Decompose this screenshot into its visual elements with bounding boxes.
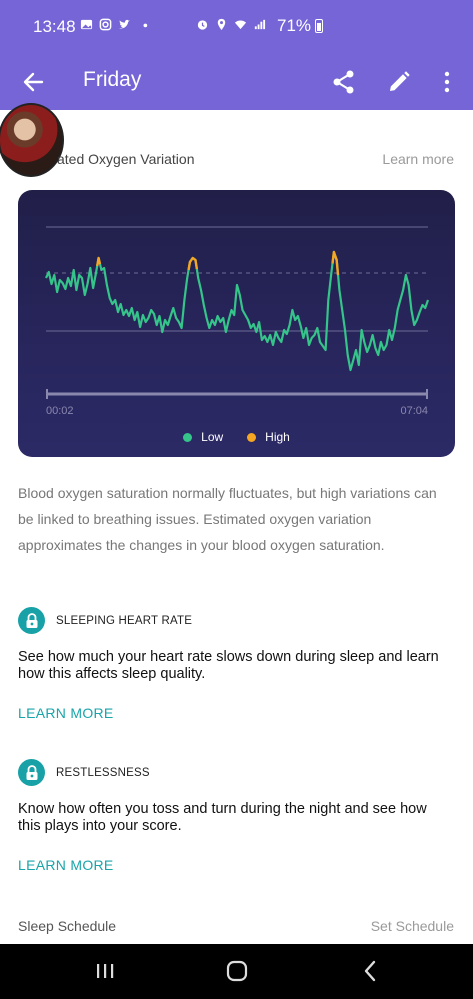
learn-more-heart-rate-link[interactable]: LEARN MORE [18, 705, 114, 721]
high-series-segment [96, 256, 102, 267]
card-text: See how much your heart rate slows down … [18, 649, 439, 682]
more-vert-icon[interactable] [430, 65, 464, 99]
chart-description: Blood oxygen saturation normally fluctua… [18, 485, 437, 553]
status-bar: 13:48 71% [0, 0, 473, 55]
legend-high: High [247, 430, 290, 444]
legend-low: Low [183, 430, 223, 444]
page-title: Friday [83, 68, 142, 91]
gallery-icon [80, 19, 93, 30]
set-schedule-link[interactable]: Set Schedule [370, 918, 454, 934]
legend-high-dot [247, 432, 257, 442]
card-title: RESTLESSNESS [56, 766, 150, 779]
learn-more-restlessness-link[interactable]: LEARN MORE [18, 857, 114, 873]
legend-low-dot [183, 432, 193, 442]
legend-low-label: Low [201, 430, 224, 444]
twitter-icon [118, 19, 131, 29]
card-title: SLEEPING HEART RATE [56, 614, 193, 627]
status-right-icons [196, 18, 266, 31]
wifi-icon [234, 20, 247, 30]
signal-icon [254, 19, 266, 30]
high-series-segment [331, 250, 337, 264]
section-title: ated Oxygen Variation [57, 151, 195, 167]
high-series-segment [187, 259, 193, 271]
legend-high-label: High [265, 430, 290, 444]
high-series-segment [190, 256, 195, 261]
status-left-icons [80, 18, 150, 31]
battery-icon [315, 19, 323, 33]
high-series-segment [193, 258, 199, 270]
lock-icon [18, 607, 45, 634]
x-start-label: 00:02 [46, 405, 74, 417]
system-nav-bar [0, 944, 473, 999]
app-toolbar: Friday [0, 55, 473, 110]
edit-pencil-icon[interactable] [382, 65, 416, 99]
location-icon [217, 18, 226, 31]
alarm-icon [197, 20, 208, 30]
chart-legend: Low High [18, 430, 455, 444]
card-text: Know how often you toss and turn during … [18, 801, 427, 834]
x-end-label: 07:04 [400, 405, 428, 417]
avatar[interactable] [0, 103, 64, 177]
status-time: 13:48 [33, 17, 76, 36]
oxygen-variation-chart: 00:02 07:04 Low High [18, 190, 455, 457]
back-icon[interactable] [353, 956, 387, 986]
instagram-icon [99, 18, 112, 31]
share-icon[interactable] [327, 65, 361, 99]
chart-svg: 00:02 07:04 [45, 226, 430, 417]
lock-icon [18, 759, 45, 786]
card-sleeping-heart-rate: SLEEPING HEART RATE See how much your he… [18, 607, 458, 721]
high-series-segment [334, 255, 340, 276]
learn-more-link[interactable]: Learn more [382, 151, 454, 167]
sleep-schedule-label: Sleep Schedule [18, 918, 117, 934]
recent-apps-icon[interactable] [88, 956, 122, 986]
back-arrow-icon[interactable] [16, 65, 50, 99]
dot-icon [143, 23, 148, 28]
card-restlessness: RESTLESSNESS Know how often you toss and… [18, 759, 458, 873]
low-series-line [45, 250, 430, 372]
home-icon[interactable] [220, 956, 254, 986]
battery-percent: 71% [277, 16, 312, 35]
